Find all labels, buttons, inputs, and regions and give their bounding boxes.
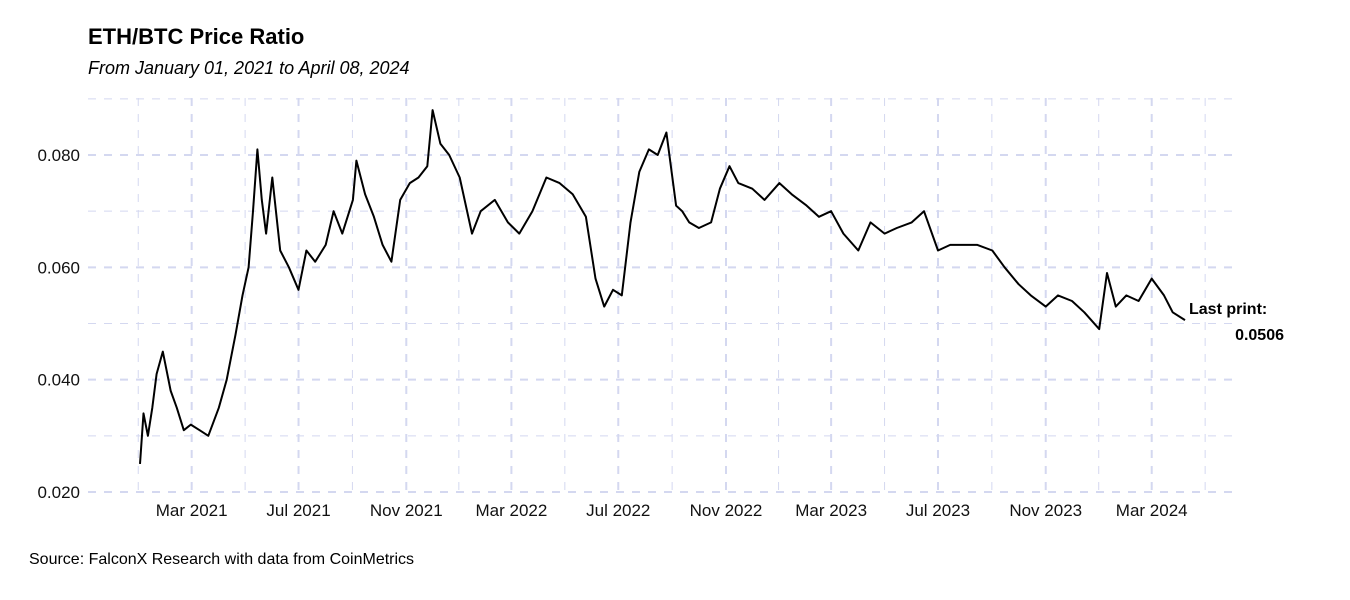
y-tick-label: 0.020	[37, 483, 80, 502]
x-tick-label: Mar 2022	[475, 501, 547, 520]
chart-title: ETH/BTC Price Ratio	[88, 24, 305, 49]
y-tick-label: 0.080	[37, 146, 80, 165]
x-tick-label: Nov 2021	[370, 501, 443, 520]
y-tick-label: 0.040	[37, 371, 80, 390]
last-print-label: Last print:	[1189, 301, 1267, 318]
x-tick-label: Nov 2022	[690, 501, 763, 520]
y-tick-label: 0.060	[37, 258, 80, 277]
x-tick-label: Nov 2023	[1009, 501, 1082, 520]
x-tick-label: Jul 2021	[266, 501, 330, 520]
source-caption: Source: FalconX Research with data from …	[29, 551, 415, 568]
chart-subtitle: From January 01, 2021 to April 08, 2024	[88, 58, 410, 78]
x-tick-label: Mar 2023	[795, 501, 867, 520]
last-print-value: 0.0506	[1235, 327, 1284, 344]
x-tick-label: Mar 2021	[156, 501, 228, 520]
x-tick-label: Jul 2022	[586, 501, 650, 520]
x-tick-label: Mar 2024	[1116, 501, 1188, 520]
x-tick-label: Jul 2023	[906, 501, 970, 520]
series-line-eth-btc	[139, 109, 1186, 464]
